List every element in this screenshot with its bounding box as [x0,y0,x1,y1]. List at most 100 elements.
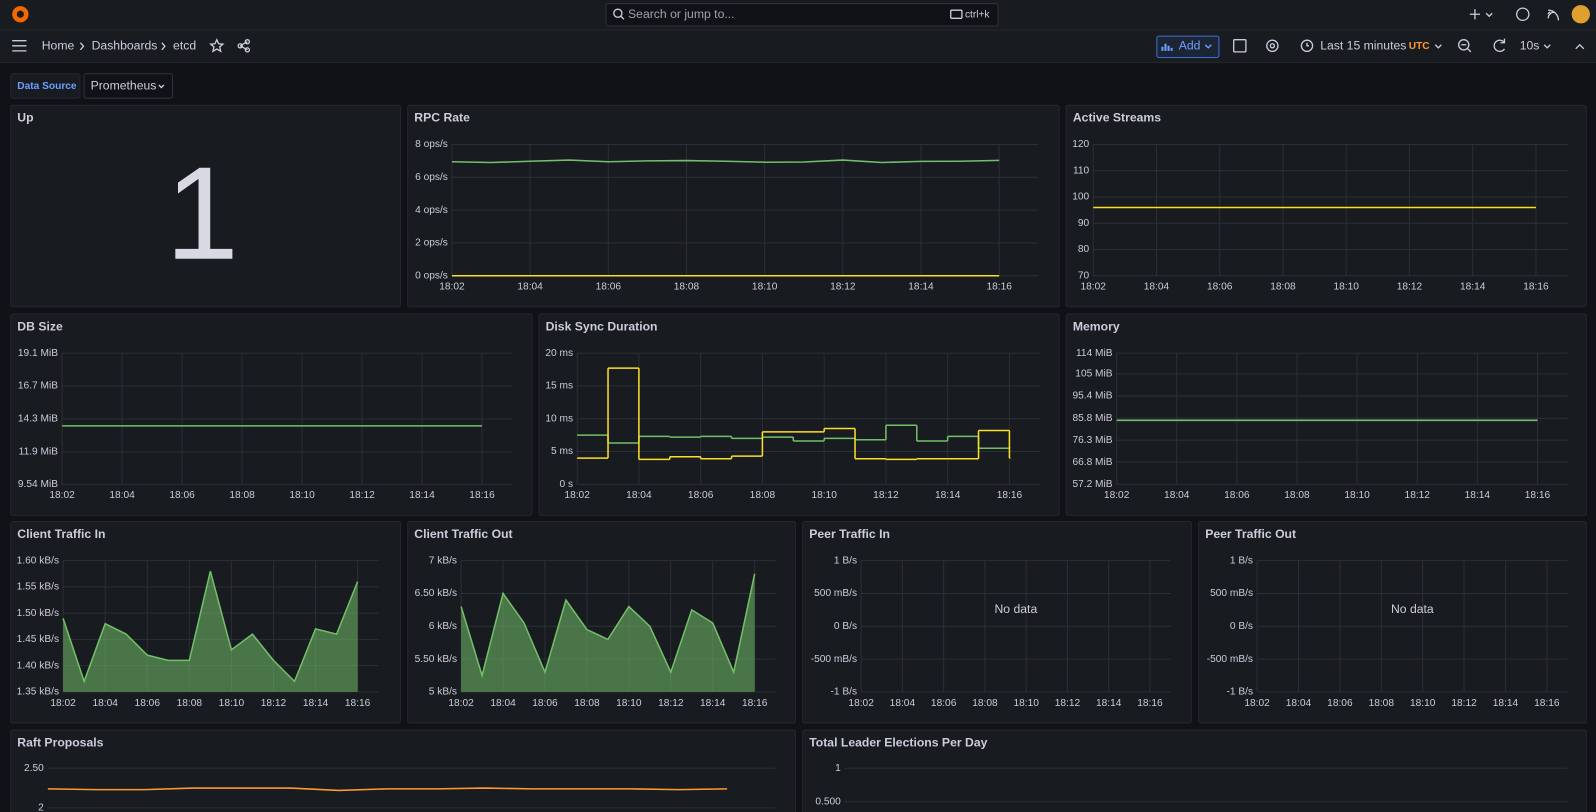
x-tick-label: 18:02 [1104,490,1130,501]
x-tick-label: 18:06 [169,490,195,501]
x-tick-label: 18:02 [50,698,76,709]
x-tick-label: 18:14 [908,282,934,293]
x-tick-label: 18:14 [303,698,329,709]
area-fill [63,571,358,692]
collapse-icon[interactable] [1575,43,1585,50]
breadcrumb[interactable]: Home [42,39,75,53]
y-tick-label: -500 mB/s [811,654,857,665]
panel-title: RPC Rate [414,111,470,125]
save-icon[interactable] [1233,39,1247,53]
y-tick-label: 2.50 [24,763,44,774]
y-tick-label: 9.54 MiB [18,479,58,490]
chevron [1485,12,1493,18]
y-tick-label: 90 [1078,218,1090,229]
y-tick-label: 15 ms [545,381,573,392]
panel [10,313,533,516]
y-tick-label: 1.40 kB/s [17,660,59,671]
breadcrumb[interactable]: Dashboards [92,39,158,53]
search-box[interactable] [605,3,999,27]
x-tick-label: 18:10 [1333,282,1359,293]
new-icon[interactable] [1469,9,1481,20]
panel-title: Client Traffic Out [414,527,512,541]
y-tick-label: 500 mB/s [814,588,857,599]
panel-title: Peer Traffic In [809,527,890,541]
x-tick-label: 18:10 [752,282,778,293]
x-tick-label: 18:10 [1410,698,1436,709]
series-line [47,787,728,792]
refresh-interval[interactable]: 10s [1520,39,1540,53]
y-tick-label: 66.8 MiB [1072,457,1112,468]
chevron [1434,44,1442,49]
y-tick-label: 120 [1072,139,1089,150]
news-icon[interactable] [1547,9,1560,21]
variable-select[interactable] [83,73,174,99]
x-tick-label: 18:16 [1137,698,1163,709]
y-tick-label: 7 kB/s [429,555,457,566]
y-tick-label: 1.45 kB/s [17,634,59,645]
time-range[interactable]: Last 15 minutes [1320,39,1406,53]
panel-title: Active Streams [1073,111,1161,125]
add-button[interactable] [1156,35,1220,58]
settings-icon[interactable] [1266,39,1279,53]
y-tick-label: 20 ms [545,348,573,359]
y-tick-label: 4 ops/s [415,205,448,216]
x-tick-label: 18:16 [1534,698,1560,709]
add-label: Add [1179,39,1201,53]
y-tick-label: 105 MiB [1075,369,1112,380]
y-tick-label: 114 MiB [1076,348,1113,359]
menu-icon[interactable] [12,40,27,52]
x-tick-label: 18:04 [92,698,118,709]
x-tick-label: 18:02 [1244,698,1270,709]
x-tick-label: 18:14 [700,698,726,709]
panel [802,520,1192,724]
y-tick-label: 76.3 MiB [1072,435,1112,446]
breadcrumb: etcd [173,39,196,53]
x-tick-label: 18:10 [1344,490,1370,501]
x-tick-label: 18:12 [1055,698,1081,709]
shortcut: ctrl+k [965,9,990,20]
y-tick-label: 0 s [560,479,574,490]
star-icon[interactable] [209,38,225,53]
x-tick-label: 18:12 [1397,282,1423,293]
panel-title: Client Traffic In [17,527,105,541]
share-icon[interactable] [239,41,248,51]
share-icon [244,47,251,53]
search-icon [620,15,625,20]
x-tick-label: 18:14 [409,490,435,501]
x-tick-label: 18:04 [1164,490,1190,501]
x-tick-label: 18:04 [109,490,135,501]
x-tick-label: 18:12 [1451,698,1477,709]
clock-icon [1300,39,1314,53]
refresh-icon[interactable] [1493,38,1506,53]
zoom-out-icon[interactable] [1457,39,1470,51]
y-tick-label: 19.1 MiB [18,348,58,359]
no-data: No data [994,602,1037,616]
x-tick-label: 18:08 [972,698,998,709]
y-tick-label: 5 kB/s [429,687,457,698]
x-tick-label: 18:12 [1405,490,1431,501]
x-tick-label: 18:12 [261,698,287,709]
x-tick-label: 18:02 [439,282,465,293]
x-tick-label: 18:02 [564,490,590,501]
y-tick-label: 57.2 MiB [1072,479,1112,490]
panel [802,729,1587,812]
y-tick-label: 110 [1073,165,1090,176]
avatar[interactable] [1571,5,1590,24]
panel [538,313,1060,516]
x-tick-label: 18:04 [517,282,543,293]
x-tick-label: 18:06 [532,698,558,709]
separator [161,42,166,51]
series-line [62,570,359,684]
y-tick-label: 1.50 kB/s [17,608,59,619]
share-icon [244,39,251,45]
chevron [1543,44,1551,49]
panel [10,104,402,308]
x-tick-label: 18:16 [1523,282,1549,293]
variable-value: Prometheus [91,79,157,93]
x-tick-label: 18:08 [574,698,600,709]
y-tick-label: 1.55 kB/s [17,582,59,593]
x-tick-label: 18:10 [616,698,642,709]
y-tick-label: 2 [38,803,44,812]
help-icon[interactable] [1516,7,1530,22]
x-tick-label: 18:08 [1369,698,1395,709]
